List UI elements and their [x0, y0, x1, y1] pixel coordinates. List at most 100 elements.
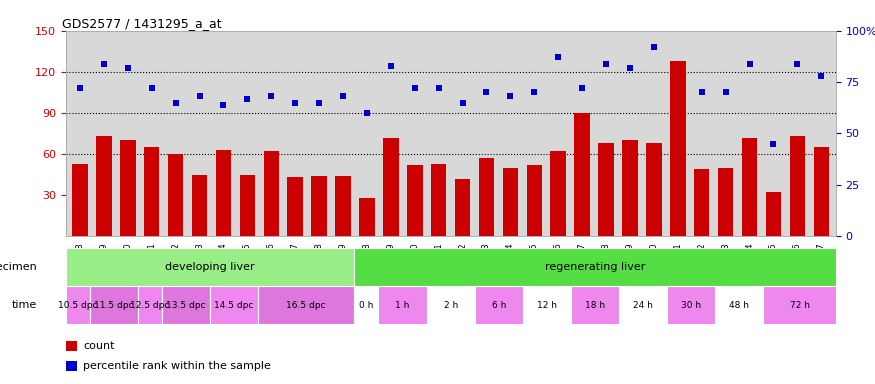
- Point: [144, 85, 158, 91]
- Point: [264, 93, 278, 99]
- Point: [599, 61, 613, 67]
- Text: 16.5 dpc: 16.5 dpc: [286, 301, 326, 310]
- Bar: [287, 177, 303, 236]
- Bar: [168, 154, 184, 236]
- Bar: [73, 164, 88, 236]
- Point: [312, 99, 326, 106]
- Bar: [716, 286, 763, 324]
- Bar: [66, 341, 77, 351]
- Point: [743, 61, 757, 67]
- Point: [575, 85, 589, 91]
- Text: count: count: [83, 341, 115, 351]
- Bar: [479, 158, 494, 236]
- Point: [718, 89, 732, 95]
- Bar: [455, 179, 471, 236]
- Bar: [571, 286, 620, 324]
- Bar: [162, 286, 210, 324]
- Text: 12.5 dpc: 12.5 dpc: [130, 301, 170, 310]
- Point: [241, 96, 255, 102]
- Bar: [694, 169, 710, 236]
- Bar: [192, 174, 207, 236]
- Text: time: time: [11, 300, 37, 310]
- Text: 18 h: 18 h: [585, 301, 605, 310]
- Bar: [263, 151, 279, 236]
- Point: [384, 63, 398, 69]
- Point: [121, 65, 135, 71]
- Bar: [814, 147, 829, 236]
- Bar: [598, 143, 614, 236]
- Bar: [718, 168, 733, 236]
- Text: 6 h: 6 h: [492, 301, 506, 310]
- Bar: [96, 136, 112, 236]
- Bar: [66, 286, 90, 324]
- Point: [431, 85, 445, 91]
- Text: 2 h: 2 h: [444, 301, 458, 310]
- Text: 13.5 dpc: 13.5 dpc: [166, 301, 206, 310]
- Text: developing liver: developing liver: [165, 262, 255, 272]
- Point: [408, 85, 422, 91]
- Bar: [646, 143, 662, 236]
- Bar: [502, 168, 518, 236]
- Point: [288, 99, 302, 106]
- Text: 24 h: 24 h: [634, 301, 653, 310]
- Point: [97, 61, 111, 67]
- Bar: [379, 286, 427, 324]
- Point: [623, 65, 637, 71]
- Bar: [789, 136, 805, 236]
- Bar: [90, 286, 138, 324]
- Bar: [766, 192, 781, 236]
- Bar: [475, 286, 523, 324]
- Bar: [550, 151, 566, 236]
- Point: [528, 89, 542, 95]
- Point: [169, 99, 183, 106]
- Bar: [138, 286, 162, 324]
- Bar: [354, 248, 836, 286]
- Bar: [335, 176, 351, 236]
- Text: GDS2577 / 1431295_a_at: GDS2577 / 1431295_a_at: [62, 17, 221, 30]
- Point: [192, 93, 206, 99]
- Bar: [383, 137, 399, 236]
- Bar: [763, 286, 836, 324]
- Bar: [144, 147, 159, 236]
- Bar: [670, 61, 686, 236]
- Text: 48 h: 48 h: [730, 301, 749, 310]
- Bar: [427, 286, 475, 324]
- Point: [815, 73, 829, 79]
- Bar: [574, 113, 590, 236]
- Point: [671, 11, 685, 17]
- Text: specimen: specimen: [0, 262, 37, 272]
- Bar: [210, 286, 258, 324]
- Text: regenerating liver: regenerating liver: [545, 262, 645, 272]
- Point: [551, 55, 565, 61]
- Point: [766, 141, 780, 147]
- Point: [695, 89, 709, 95]
- Point: [647, 44, 661, 50]
- Text: 14.5 dpc: 14.5 dpc: [214, 301, 254, 310]
- Bar: [527, 165, 542, 236]
- Bar: [523, 286, 571, 324]
- Bar: [258, 286, 354, 324]
- Point: [336, 93, 350, 99]
- Bar: [430, 164, 446, 236]
- Text: percentile rank within the sample: percentile rank within the sample: [83, 361, 271, 371]
- Point: [216, 102, 230, 108]
- Point: [360, 110, 374, 116]
- Text: 1 h: 1 h: [396, 301, 410, 310]
- Point: [73, 85, 87, 91]
- Bar: [312, 176, 327, 236]
- Bar: [66, 248, 354, 286]
- Text: 72 h: 72 h: [789, 301, 809, 310]
- Bar: [215, 150, 231, 236]
- Point: [480, 89, 494, 95]
- Bar: [66, 361, 77, 371]
- Point: [790, 61, 804, 67]
- Bar: [742, 137, 757, 236]
- Text: 11.5 dpc: 11.5 dpc: [94, 301, 134, 310]
- Text: 0 h: 0 h: [360, 301, 374, 310]
- Bar: [354, 286, 379, 324]
- Bar: [668, 286, 716, 324]
- Bar: [240, 174, 256, 236]
- Text: 12 h: 12 h: [537, 301, 556, 310]
- Bar: [622, 140, 638, 236]
- Bar: [407, 165, 423, 236]
